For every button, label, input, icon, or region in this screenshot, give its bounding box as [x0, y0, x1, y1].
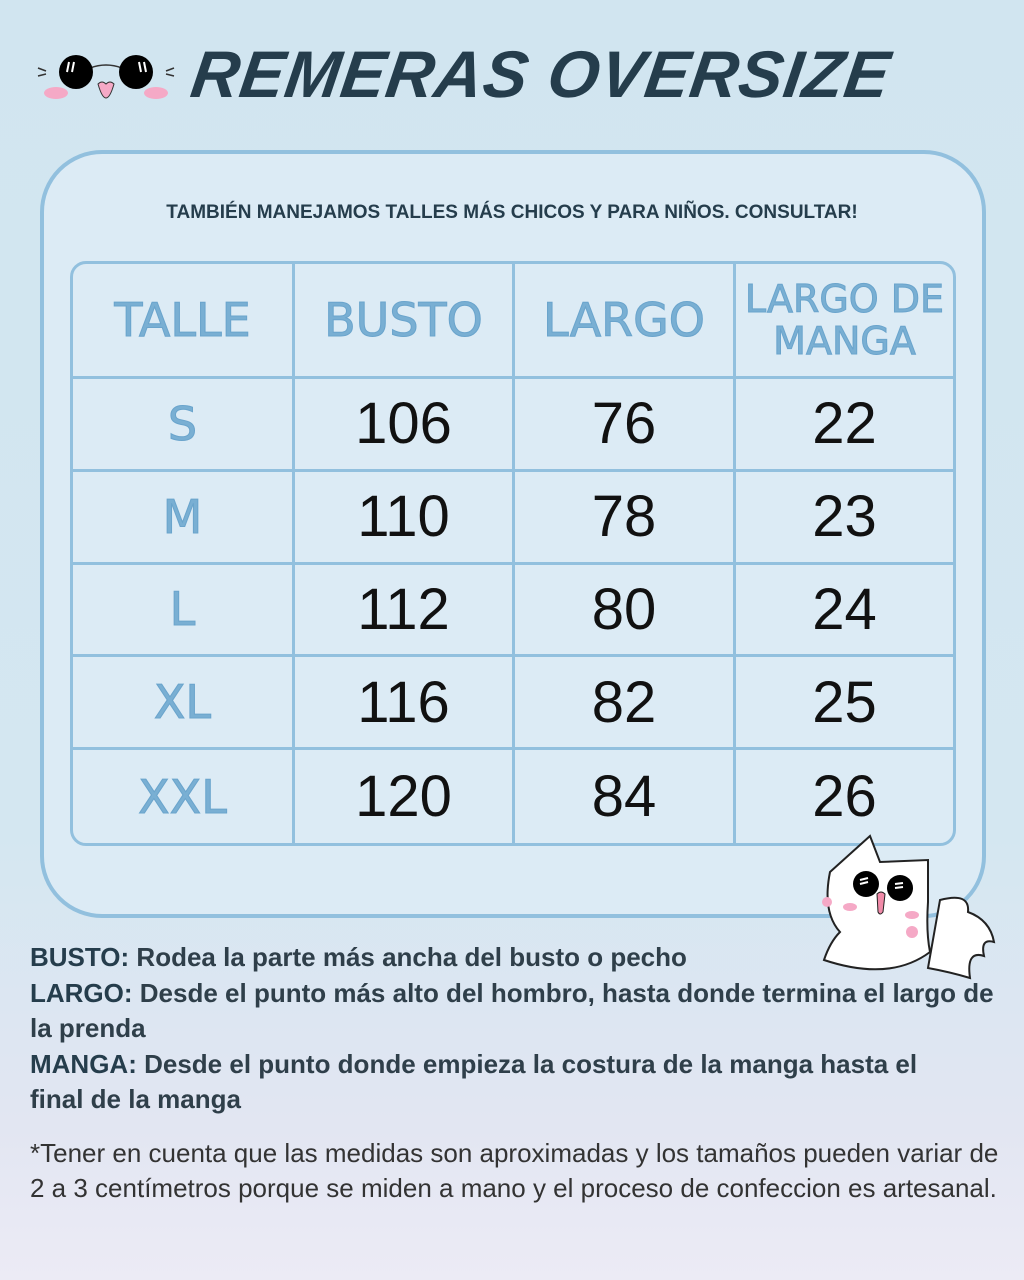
cell-busto: 106 [295, 379, 515, 472]
header-largo: LARGO [515, 264, 736, 379]
header-busto: BUSTO [295, 264, 515, 379]
cell-largo: 80 [515, 564, 736, 658]
cell-busto: 120 [295, 750, 515, 843]
cell-talle: S [73, 379, 295, 472]
cell-largo: 82 [515, 657, 736, 751]
disclaimer: *Tener en cuenta que las medidas son apr… [30, 1138, 999, 1203]
cell-largo-de-manga: 24 [736, 565, 953, 658]
cell-largo: 78 [515, 471, 736, 565]
cell-busto: 116 [295, 657, 515, 751]
cell-busto: 110 [295, 471, 515, 565]
sunglasses-cat-face-icon [37, 55, 175, 99]
cell-talle: XL [73, 657, 295, 751]
cell-talle: M [73, 471, 295, 565]
measurement-notes: BUSTO: Rodea la parte más ancha del bust… [30, 940, 1000, 1118]
page-title: REMERAS OVERSIZE [186, 37, 896, 111]
header-largo-de-manga: LARGO DE MANGA [736, 264, 953, 379]
header-talle: TALLE [73, 264, 295, 379]
cell-busto: 112 [295, 564, 515, 658]
cell-largo: 76 [515, 379, 736, 472]
cell-largo-de-manga: 22 [736, 379, 953, 472]
cell-largo-de-manga: 25 [736, 657, 953, 751]
size-table: TALLE BUSTO LARGO LARGO DE MANGA S 106 76 2… [70, 261, 956, 846]
cell-largo: 84 [515, 750, 736, 843]
note-manga: MANGA: Desde el punto donde empieza la c… [30, 1048, 918, 1115]
white-cat-sunglasses-icon [822, 834, 996, 980]
cell-talle: L [73, 564, 295, 658]
note-busto: BUSTO: Rodea la parte más ancha del bust… [30, 942, 687, 972]
subtitle: TAMBIÉN MANEJAMOS TALLES MÁS CHICOS Y PA… [166, 202, 858, 223]
cell-talle: XXL [73, 750, 295, 843]
cell-largo-de-manga: 23 [736, 472, 953, 565]
cell-largo-de-manga: 26 [812, 764, 877, 830]
note-largo: LARGO: Desde el punto más alto del hombr… [30, 977, 994, 1044]
